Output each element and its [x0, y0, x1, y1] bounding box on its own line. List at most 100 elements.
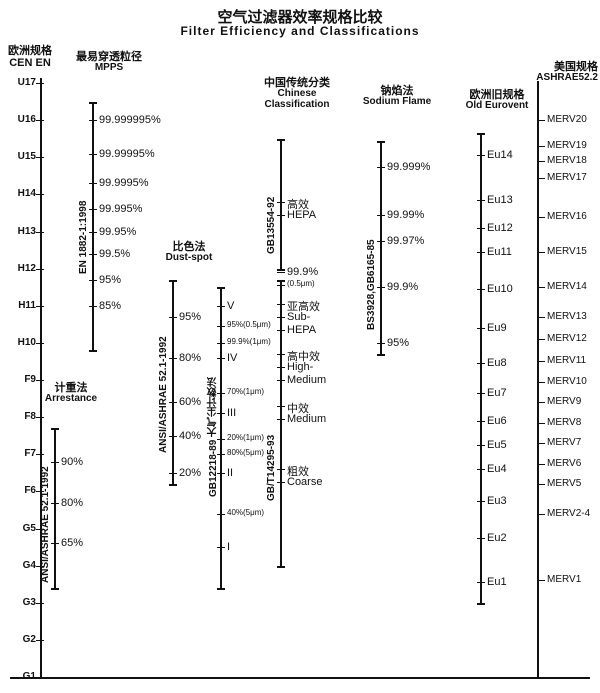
lbl: Eu5: [487, 439, 507, 451]
lbl: 95%: [99, 274, 121, 286]
tick: [217, 473, 225, 474]
tick: [51, 462, 59, 463]
tick: [477, 393, 485, 394]
cen-G2: G2: [2, 634, 36, 645]
tick: [477, 445, 485, 446]
tick: [36, 640, 44, 641]
cen-G3: G3: [2, 597, 36, 608]
vlabel: GB13554-92: [266, 144, 277, 254]
tick: [537, 217, 545, 218]
lbl: 99.995%: [99, 203, 142, 215]
lbl: 99.97%: [387, 235, 424, 247]
tick: [537, 484, 545, 485]
tick: [277, 304, 285, 305]
tick: [36, 306, 44, 307]
vlabel: EN 1882-1:1998: [78, 134, 89, 274]
tick: [537, 252, 545, 253]
tick: [277, 202, 285, 203]
lbl: I: [227, 541, 230, 553]
cen-U16: U16: [2, 114, 36, 125]
tick: [277, 285, 285, 286]
tick: [277, 354, 285, 355]
tick: [277, 215, 285, 216]
lbl: Eu12: [487, 222, 513, 234]
tick: [277, 269, 285, 271]
cen-F6: F6: [2, 485, 36, 496]
lbl: 99.9%: [387, 281, 418, 293]
tick: [377, 354, 385, 356]
tick: [89, 350, 97, 352]
lbl: 80%: [61, 497, 83, 509]
tick: [277, 419, 285, 420]
merv-MERV18: MERV18: [547, 155, 587, 166]
merv-MERV6: MERV6: [547, 458, 581, 469]
tick: [169, 436, 177, 437]
tick: [537, 514, 545, 515]
seg: [280, 280, 282, 566]
lbl: 20%: [179, 467, 201, 479]
tick: [217, 588, 225, 590]
tick: [277, 272, 285, 273]
cen-G4: G4: [2, 560, 36, 571]
cen-G5: G5: [2, 523, 36, 534]
tick: [51, 543, 59, 544]
lbl: II: [227, 467, 233, 479]
lbl: Coarse: [287, 476, 322, 488]
merv-MERV11: MERV11: [547, 355, 586, 366]
tick: [477, 582, 485, 583]
merv-MERV17: MERV17: [547, 172, 587, 183]
lbl: HEPA: [287, 324, 316, 336]
lbl: 99.95%: [99, 226, 136, 238]
lbl: V: [227, 300, 234, 312]
tick: [537, 146, 545, 147]
tick: [277, 469, 285, 470]
lbl: 40%: [179, 430, 201, 442]
lbl: Eu3: [487, 495, 507, 507]
tick: [36, 83, 44, 84]
tick: [89, 232, 97, 233]
tick: [537, 361, 545, 362]
tick: [477, 538, 485, 539]
merv-MERV12: MERV12: [547, 333, 587, 344]
tick: [377, 215, 385, 216]
tick: [169, 317, 177, 318]
vlabel: ANSI/ASHRAE 52.1-1992: [158, 313, 169, 453]
merv-MERV20: MERV20: [547, 114, 587, 125]
cen-H13: H13: [2, 226, 36, 237]
lbl: 99.9995%: [99, 177, 149, 189]
lbl: 90%: [61, 456, 83, 468]
tick: [477, 328, 485, 329]
tick: [277, 367, 285, 368]
merv-MERV13: MERV13: [547, 311, 587, 322]
tick: [537, 443, 545, 444]
lbl: Eu10: [487, 283, 513, 295]
lbl: III: [227, 407, 236, 419]
merv-header-en: ASHRAE52.2: [536, 72, 598, 83]
lbl: 95%(0.5μm): [227, 320, 271, 329]
tick: [51, 503, 59, 504]
col-title: Sodium Flame: [342, 96, 452, 107]
tick: [36, 603, 44, 604]
tick: [217, 393, 225, 394]
col-title: Dust-spot: [134, 252, 244, 263]
lbl: Medium: [287, 374, 326, 386]
vlabel: GB/T14295-93: [266, 381, 277, 501]
tick: [89, 154, 97, 155]
tick: [89, 254, 97, 255]
lbl: Eu8: [487, 357, 507, 369]
lbl: Sub-: [287, 311, 310, 323]
lbl: Eu4: [487, 463, 507, 475]
tick: [36, 232, 44, 233]
tick: [217, 547, 225, 548]
vlabel: ANSI/ASHRAE 52.1-1992: [40, 443, 51, 583]
merv-MERV19: MERV19: [547, 140, 587, 151]
tick: [537, 402, 545, 403]
tick: [51, 428, 59, 430]
title: Filter Efficiency and Classifications: [0, 24, 600, 38]
lbl: 99.5%: [99, 248, 130, 260]
tick: [217, 413, 225, 414]
tick: [217, 326, 225, 327]
cen-F7: F7: [2, 448, 36, 459]
lbl: Eu14: [487, 149, 513, 161]
axis-line: [40, 78, 42, 677]
